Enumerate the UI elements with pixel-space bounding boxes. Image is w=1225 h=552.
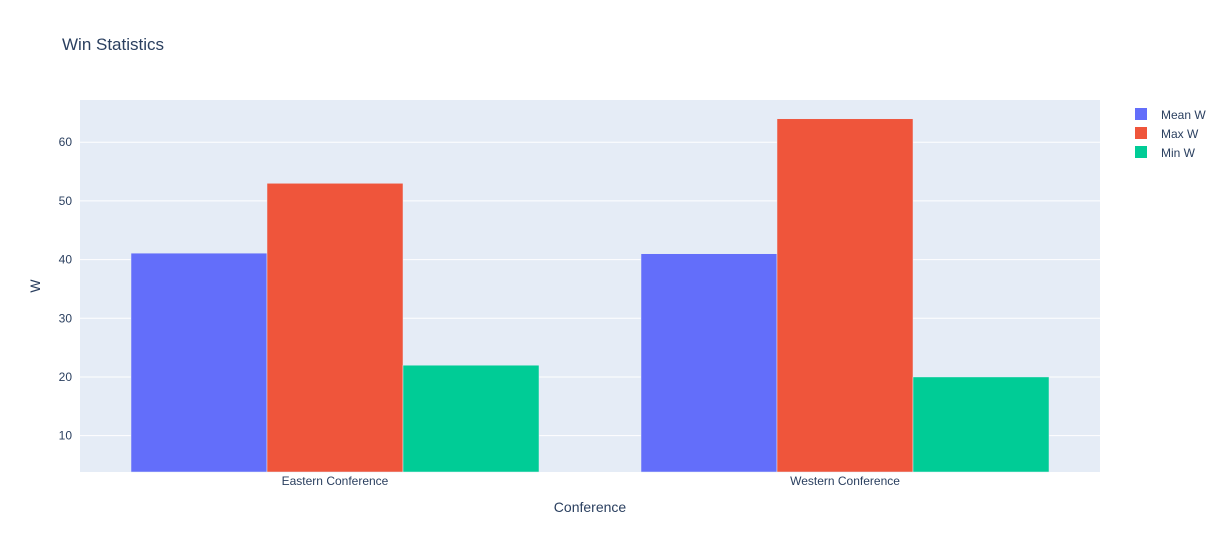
y-axis-title: W (27, 279, 43, 293)
legend[interactable]: Mean W Max W Min W (1135, 108, 1206, 160)
bar-mean-w[interactable] (130, 252, 268, 473)
legend-label: Mean W (1161, 108, 1206, 122)
legend-label: Min W (1161, 146, 1196, 160)
y-tick-label: 50 (59, 194, 73, 208)
legend-swatch (1135, 146, 1147, 158)
legend-label: Max W (1161, 127, 1199, 141)
bar-max-w[interactable] (776, 118, 914, 473)
bars (130, 118, 1050, 473)
x-tick-label: Western Conference (790, 474, 900, 488)
legend-item[interactable]: Min W (1135, 146, 1196, 160)
y-tick-label: 20 (59, 370, 73, 384)
legend-swatch (1135, 108, 1147, 120)
bar-min-w[interactable] (402, 364, 540, 473)
legend-item[interactable]: Mean W (1135, 108, 1206, 122)
legend-swatch (1135, 127, 1147, 139)
y-tick-label: 60 (59, 135, 73, 149)
legend-item[interactable]: Max W (1135, 127, 1199, 141)
x-axis-title: Conference (554, 499, 627, 515)
y-tick-label: 30 (59, 311, 73, 325)
x-axis-ticks: Eastern Conference Western Conference (282, 474, 901, 488)
y-tick-label: 10 (59, 429, 73, 443)
chart-title: Win Statistics (62, 35, 164, 54)
bar-min-w[interactable] (912, 376, 1050, 473)
y-tick-label: 40 (59, 253, 73, 267)
x-tick-label: Eastern Conference (282, 474, 389, 488)
y-axis-ticks: 10 20 30 40 50 60 (59, 135, 73, 442)
bar-mean-w[interactable] (640, 253, 778, 473)
bar-max-w[interactable] (266, 183, 404, 473)
